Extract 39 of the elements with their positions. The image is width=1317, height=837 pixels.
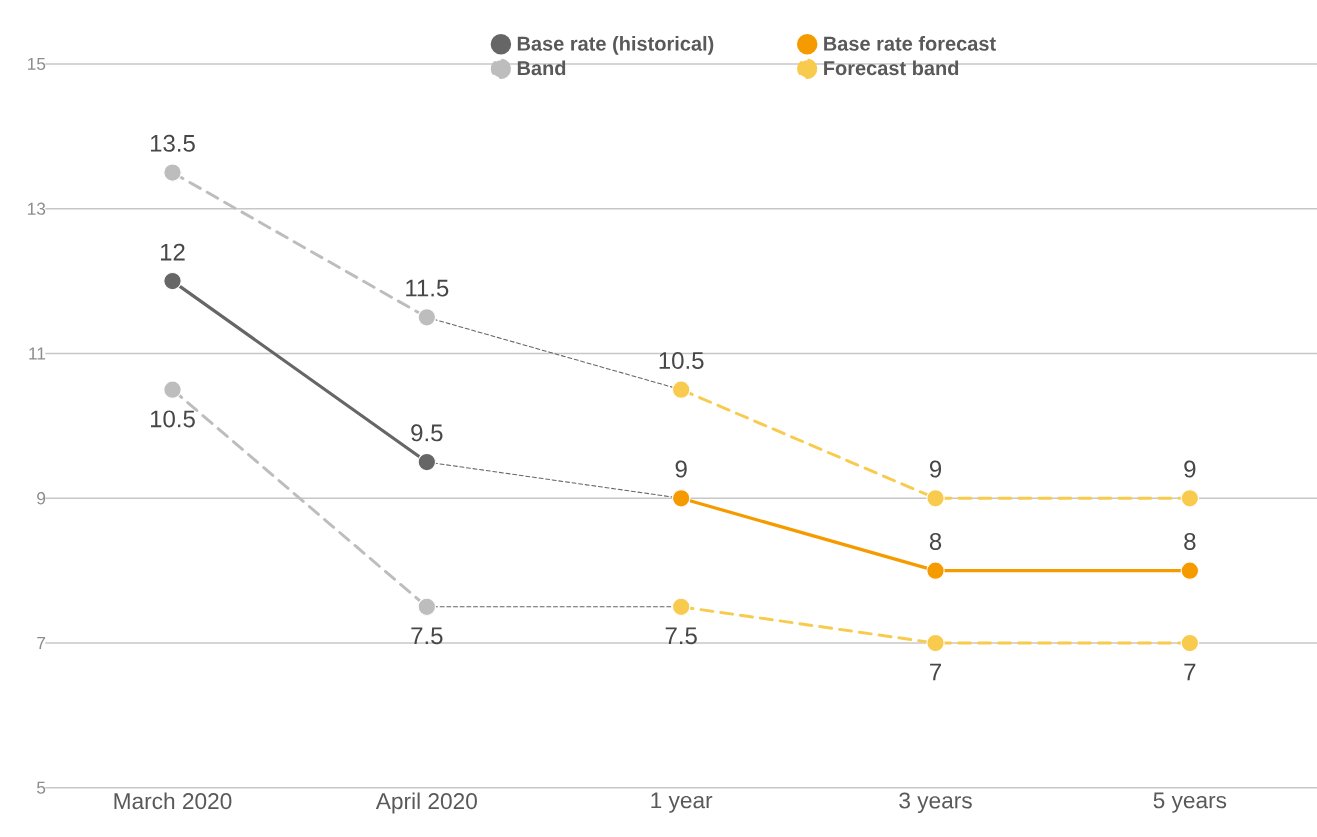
x-tick-label: April 2020 bbox=[375, 792, 477, 814]
data-label: 11.5 bbox=[406, 279, 449, 297]
x-tick-label: March 2020 bbox=[114, 792, 232, 810]
data-label: 9 bbox=[675, 460, 687, 478]
point bbox=[926, 489, 945, 508]
legend-label: Base rate (historical) bbox=[517, 36, 714, 55]
point bbox=[163, 271, 182, 291]
y-tick-label: 7 bbox=[37, 637, 46, 649]
data-label: 7 bbox=[1184, 663, 1196, 681]
data-label: 7 bbox=[930, 663, 941, 681]
y-tick-label: 5 bbox=[37, 781, 46, 794]
data-label: 7.5 bbox=[665, 627, 697, 645]
y-tick-label: 11 bbox=[29, 347, 46, 360]
data-label: 8 bbox=[1184, 532, 1196, 550]
x-tick-label: 3 years bbox=[899, 792, 972, 813]
point bbox=[163, 163, 182, 182]
data-label: 10.5 bbox=[659, 351, 704, 369]
x-tick-label: 5 years bbox=[1153, 792, 1227, 813]
x-tick-label: 1 year bbox=[651, 792, 713, 813]
y-tick-label: 13 bbox=[27, 202, 46, 215]
point bbox=[1180, 489, 1200, 508]
data-label: 8 bbox=[929, 532, 942, 550]
y-tick-label: 15 bbox=[27, 57, 46, 70]
point bbox=[1180, 633, 1200, 653]
legend-label: Forecast band bbox=[824, 60, 959, 76]
data-label: 7.5 bbox=[411, 627, 443, 645]
data-label: 9.5 bbox=[411, 424, 443, 442]
point bbox=[926, 633, 945, 653]
legend-label: Band bbox=[517, 60, 566, 76]
data-label: 13.5 bbox=[150, 134, 195, 152]
point bbox=[1180, 561, 1200, 580]
point bbox=[926, 561, 945, 580]
legend-label: Base rate forecast bbox=[824, 36, 996, 51]
y-tick-label: 9 bbox=[37, 492, 46, 505]
point bbox=[163, 380, 182, 399]
data-label: 10.5 bbox=[150, 410, 195, 428]
data-label: 12 bbox=[160, 243, 185, 261]
data-label: 9 bbox=[1184, 460, 1196, 478]
data-label: 9 bbox=[929, 460, 942, 478]
